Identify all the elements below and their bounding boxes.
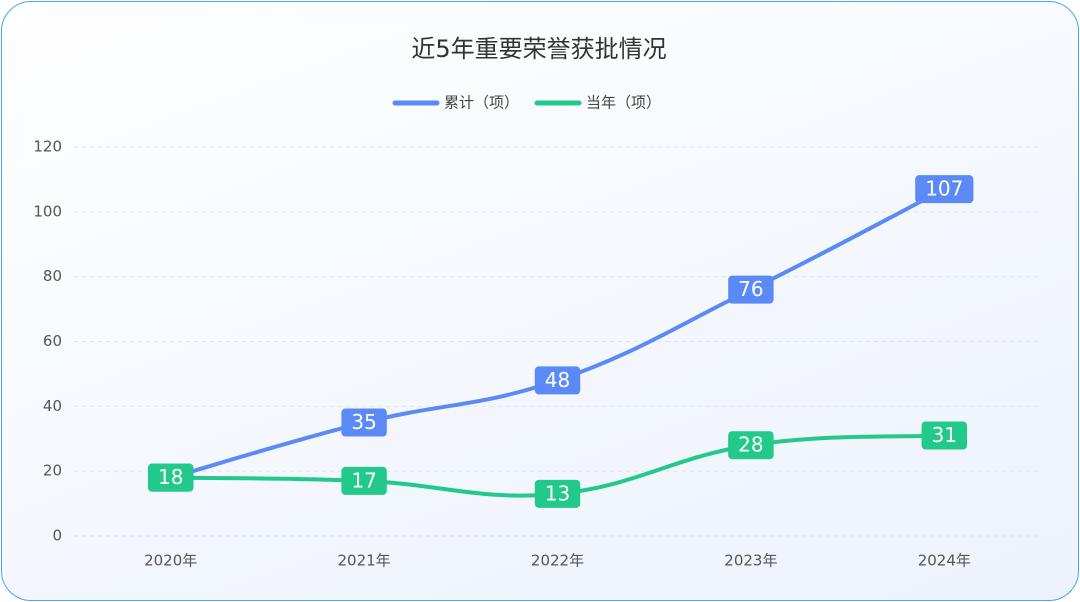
data-label: 107 — [925, 177, 963, 201]
data-label: 18 — [158, 465, 183, 489]
y-tick-label: 40 — [43, 397, 62, 415]
data-label: 31 — [932, 423, 957, 447]
y-tick-label: 80 — [43, 267, 62, 285]
data-label-box — [341, 408, 387, 437]
x-tick-label: 2024年 — [918, 552, 971, 570]
data-label-box — [534, 366, 581, 395]
y-tick-label: 20 — [43, 462, 62, 480]
data-label-box — [341, 466, 387, 495]
x-tick-label: 2022年 — [531, 552, 584, 570]
data-label-box — [147, 463, 194, 492]
legend-label: 当年（项） — [586, 94, 661, 112]
y-tick-label: 60 — [43, 332, 62, 350]
series-line — [168, 187, 947, 480]
data-label: 17 — [351, 468, 376, 492]
legend-label: 累计（项） — [444, 94, 519, 112]
data-label-box — [921, 421, 968, 450]
data-label: 28 — [738, 433, 763, 457]
y-tick-label: 0 — [52, 527, 62, 545]
x-tick-label: 2023年 — [724, 552, 777, 570]
data-label: 13 — [545, 481, 570, 505]
x-tick-label: 2021年 — [338, 552, 391, 570]
y-tick-label: 100 — [33, 202, 62, 220]
chart-title: 近5年重要荣誉获批情况 — [411, 35, 666, 63]
x-tick-label: 2020年 — [144, 552, 197, 570]
data-label: 48 — [545, 368, 570, 392]
data-label-box — [534, 479, 581, 508]
data-label: 76 — [738, 277, 763, 301]
data-label-box — [728, 275, 774, 304]
data-label: 35 — [351, 410, 376, 434]
data-label-box — [915, 175, 974, 204]
data-label-box — [728, 431, 774, 460]
y-tick-label: 120 — [33, 138, 62, 156]
